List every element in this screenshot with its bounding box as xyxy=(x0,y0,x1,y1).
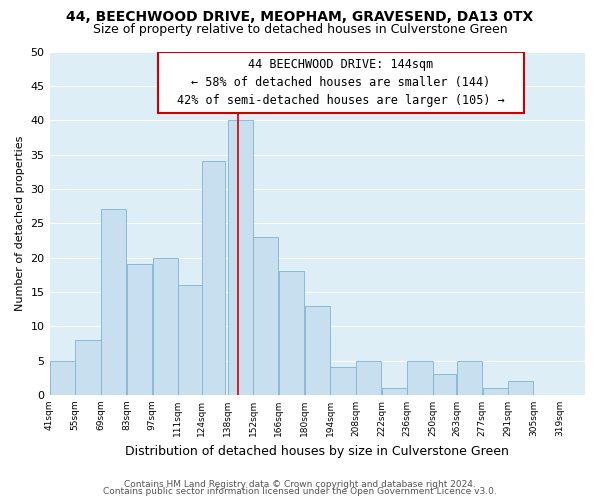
Bar xyxy=(508,381,533,395)
Text: 44 BEECHWOOD DRIVE: 144sqm
← 58% of detached houses are smaller (144)
42% of sem: 44 BEECHWOOD DRIVE: 144sqm ← 58% of deta… xyxy=(177,58,505,107)
Bar xyxy=(433,374,457,395)
Y-axis label: Number of detached properties: Number of detached properties xyxy=(15,136,25,311)
X-axis label: Distribution of detached houses by size in Culverstone Green: Distribution of detached houses by size … xyxy=(125,444,509,458)
Bar xyxy=(382,388,407,395)
FancyBboxPatch shape xyxy=(158,52,524,114)
Bar xyxy=(152,258,178,395)
Text: Contains public sector information licensed under the Open Government Licence v3: Contains public sector information licen… xyxy=(103,487,497,496)
Bar xyxy=(356,360,381,395)
Bar xyxy=(331,368,356,395)
Text: 44, BEECHWOOD DRIVE, MEOPHAM, GRAVESEND, DA13 0TX: 44, BEECHWOOD DRIVE, MEOPHAM, GRAVESEND,… xyxy=(67,10,533,24)
Bar xyxy=(407,360,433,395)
Bar xyxy=(457,360,482,395)
Bar xyxy=(279,272,304,395)
Bar xyxy=(178,285,203,395)
Bar xyxy=(305,306,330,395)
Bar xyxy=(101,210,126,395)
Bar xyxy=(227,120,253,395)
Bar xyxy=(76,340,101,395)
Bar xyxy=(127,264,152,395)
Bar xyxy=(482,388,508,395)
Text: Size of property relative to detached houses in Culverstone Green: Size of property relative to detached ho… xyxy=(92,22,508,36)
Bar xyxy=(202,162,226,395)
Text: Contains HM Land Registry data © Crown copyright and database right 2024.: Contains HM Land Registry data © Crown c… xyxy=(124,480,476,489)
Bar xyxy=(253,237,278,395)
Bar xyxy=(50,360,75,395)
